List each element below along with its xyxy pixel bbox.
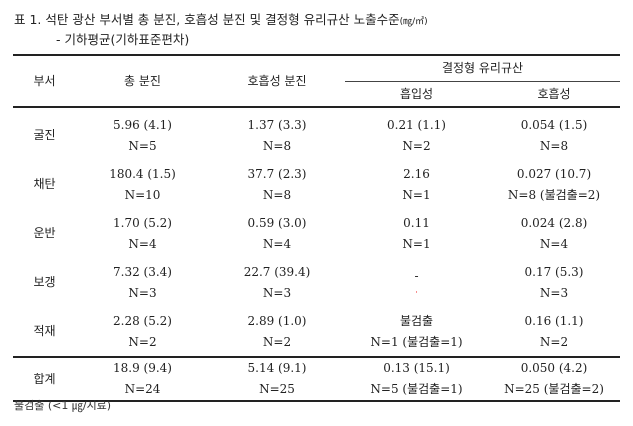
resp-dust-cell: 0.59 (3.0) N=4 (247, 215, 307, 251)
resp-dust-cell: 1.37 (3.3) N=8 (247, 117, 307, 153)
dept-cell: 합계 (33, 371, 56, 386)
dept-cell: 보갱 (33, 275, 56, 289)
red-dot-mark: · (415, 288, 418, 297)
total-dust-cell: 180.4 (1.5) N=10 (109, 166, 176, 202)
total-dust-cell: 1.70 (5.2) N=4 (113, 215, 172, 251)
silica-resp-cell: 0.027 (10.7) N=8 (불검출=2) (507, 166, 601, 202)
resp-dust-cell: 37.7 (2.3) N=8 (247, 166, 307, 202)
dept-cell: 적재 (33, 324, 56, 338)
silica-resp-cell: 0.17 (5.3) N=3 (524, 264, 584, 300)
table-row: 채탄 180.4 (1.5) N=10 37.7 (2.3) N=8 2.16 N=1… (13, 160, 620, 209)
resp-dust-cell: 5.14 (9.1) N=25 (247, 361, 307, 396)
silica-inhal-cell: 0.13 (15.1) N=5 (불검출=1) (370, 361, 463, 396)
caption-title: 표 1. 석탄 광산 부서별 총 분진, 호흡성 분진 및 결정형 유리규산 노… (14, 12, 428, 27)
table-row: 보갱 7.32 (3.4) N=3 22.7 (39.4) N=3 - · 0.17 … (13, 258, 620, 307)
total-row: 합계 18.9 (9.4) N=24 5.14 (9.1) N=25 0.13 (1… (13, 357, 620, 401)
silica-inhal-cell: 2.16 N=1 (402, 166, 431, 202)
table-row: 굴진 5.96 (4.1) N=5 1.37 (3.3) N=8 0.21 (1.1… (13, 107, 620, 160)
header-silica-inhalable: 흡입성 (399, 86, 434, 101)
unit-label: (㎎/㎥) (399, 17, 428, 27)
total-dust-cell: 2.28 (5.2) N=2 (113, 313, 172, 349)
resp-dust-cell: 22.7 (39.4) N=3 (243, 264, 311, 300)
total-dust-cell: 5.96 (4.1) N=5 (113, 117, 172, 153)
header-silica-respirable: 호흡성 (537, 86, 571, 101)
dept-cell: 채탄 (33, 177, 56, 191)
silica-inhal-cell: 0.21 (1.1) N=2 (387, 117, 446, 153)
silica-inhal-cell: 불검출 N=1 (불검출=1) (370, 313, 463, 349)
silica-inhal-cell: - · (345, 258, 488, 307)
table-row: 적재 2.28 (5.2) N=2 2.89 (1.0) N=2 불검출 N=1 (불… (13, 307, 620, 357)
header-resp-dust: 호흡성 분진 (247, 73, 307, 88)
table-caption: 표 1. 석탄 광산 부서별 총 분진, 호흡성 분진 및 결정형 유리규산 노… (14, 11, 428, 49)
exposure-table: 부서 총 분진 호흡성 분진 결정형 유리규산 흡입성 호흡성 굴진 5.96 … (13, 54, 620, 402)
resp-dust-cell: 2.89 (1.0) N=2 (247, 313, 307, 349)
silica-resp-cell: 0.054 (1.5) N=8 (520, 117, 588, 153)
header-silica: 결정형 유리규산 (345, 55, 620, 82)
silica-inhal-cell: 0.11 N=1 (402, 215, 431, 251)
footnote: 불검출 (<1 ㎍/시료) (14, 399, 112, 412)
header-dept: 부서 (33, 73, 56, 88)
table-row: 운반 1.70 (5.2) N=4 0.59 (3.0) N=4 0.11 N=1 0… (13, 209, 620, 258)
silica-resp-cell: 0.050 (4.2) N=25 (불검출=2) (504, 361, 604, 396)
header-total-dust: 총 분진 (124, 73, 161, 88)
total-dust-cell: 18.9 (9.4) N=24 (113, 361, 172, 396)
total-dust-cell: 7.32 (3.4) N=3 (113, 264, 172, 300)
silica-resp-cell: 0.024 (2.8) N=4 (520, 215, 588, 251)
silica-resp-cell: 0.16 (1.1) N=2 (524, 313, 584, 349)
caption-subtitle: - 기하평균(기하표준편차) (56, 32, 190, 47)
dept-cell: 굴진 (33, 128, 56, 142)
dept-cell: 운반 (33, 226, 56, 240)
